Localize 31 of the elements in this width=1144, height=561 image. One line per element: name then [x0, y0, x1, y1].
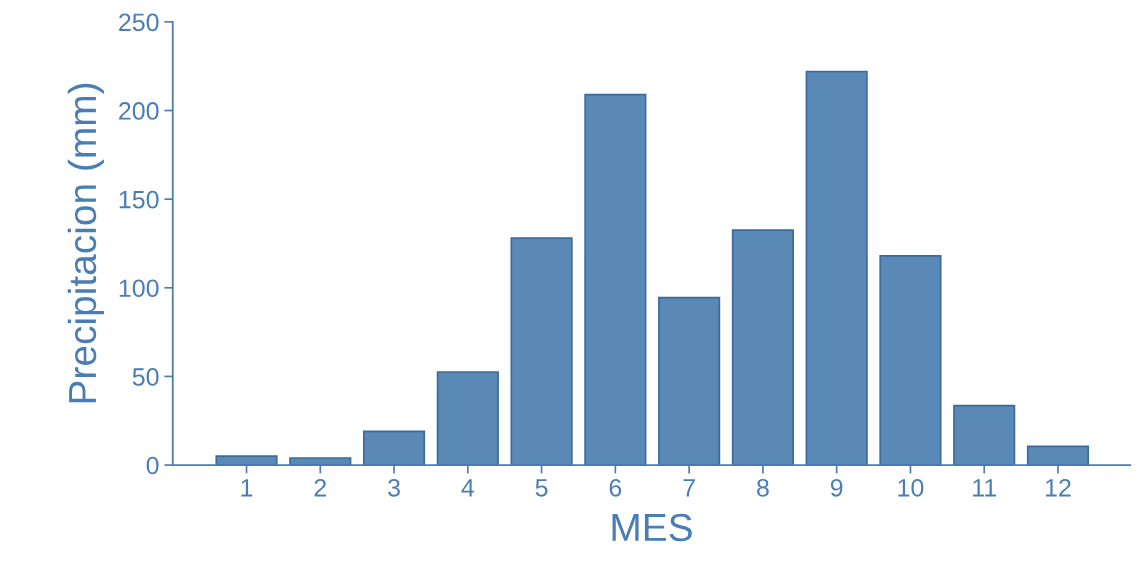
y-axis-title: Precipitacion (mm) [67, 83, 104, 403]
bar [805, 70, 868, 466]
x-tick-label: 9 [830, 478, 843, 497]
y-tick-label: 250 [119, 13, 159, 32]
x-tick-label: 3 [388, 478, 400, 497]
bar [362, 430, 426, 466]
bar [658, 296, 721, 466]
x-tick-label: 6 [609, 478, 622, 497]
x-tick-label: 11 [973, 479, 996, 497]
x-tick-label: 4 [461, 479, 475, 497]
bar [436, 371, 499, 466]
x-axis-title: MES [612, 513, 692, 542]
x-tick-label: 12 [1045, 478, 1071, 497]
x-tick-label: 5 [535, 479, 548, 497]
bar [879, 255, 942, 466]
bar [953, 404, 1016, 466]
bar [1026, 445, 1090, 466]
bar [731, 229, 794, 466]
x-tick-label: 8 [757, 478, 769, 497]
bar [510, 237, 573, 466]
y-tick-label: 50 [132, 368, 159, 386]
x-tick-label: 2 [314, 478, 326, 497]
y-tick-label: 100 [119, 279, 159, 298]
x-tick-label: 10 [898, 478, 924, 497]
bar [215, 455, 278, 466]
x-tick-label: 7 [683, 479, 695, 497]
y-tick-label: 150 [119, 190, 159, 209]
y-tick-label: 200 [119, 102, 159, 120]
y-tick-label: 0 [146, 456, 159, 475]
bar [584, 93, 647, 466]
x-tick-label: 1 [241, 479, 253, 497]
